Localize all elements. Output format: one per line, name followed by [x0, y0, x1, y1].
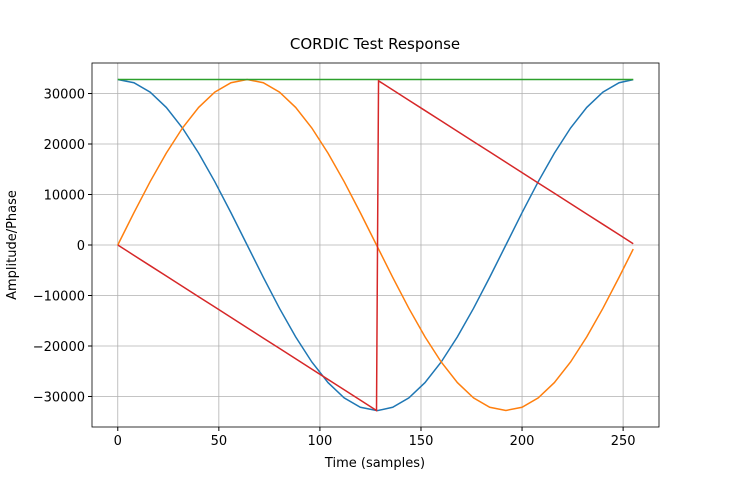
y-tick-label: −10000 [33, 289, 85, 304]
y-tick-label: 0 [77, 239, 85, 254]
x-tick-label: 50 [211, 434, 228, 449]
y-tick-label: 10000 [44, 189, 85, 204]
y-tick-label: −30000 [33, 390, 85, 405]
x-tick-label: 0 [114, 434, 122, 449]
y-tick-label: −20000 [33, 340, 85, 355]
chart-title: CORDIC Test Response [290, 35, 460, 53]
x-tick-label: 250 [611, 434, 636, 449]
line-series [117, 79, 634, 412]
y-tick-label: 20000 [44, 138, 85, 153]
y-tick-label: 30000 [44, 88, 85, 103]
x-tick-label: 200 [510, 434, 535, 449]
line-series [117, 78, 634, 412]
plot-frame [91, 62, 660, 428]
x-tick-label: 100 [307, 434, 332, 449]
x-axis-label: Time (samples) [324, 456, 425, 471]
x-tick-label: 150 [409, 434, 434, 449]
y-axis-label: Amplitude/Phase [5, 190, 20, 300]
